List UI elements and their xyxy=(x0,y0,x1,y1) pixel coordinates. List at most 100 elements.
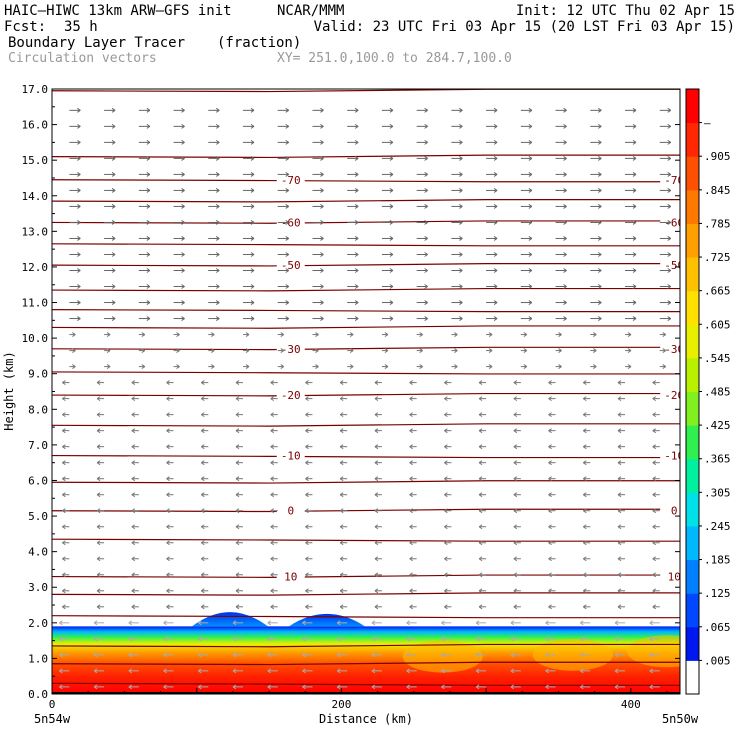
y-tick-label: 4.0 xyxy=(28,546,48,559)
wind-vector-head xyxy=(235,540,240,546)
wind-vector-head xyxy=(146,107,151,113)
colorbar-swatch xyxy=(686,324,699,359)
wind-vector-head xyxy=(166,604,170,610)
contour-label-bg xyxy=(276,341,305,355)
wind-vector-head xyxy=(320,236,324,241)
wind-vector-head xyxy=(662,348,667,353)
wind-vector-head xyxy=(250,300,255,305)
wind-vector-head xyxy=(583,604,587,610)
wind-vector-head xyxy=(62,588,66,594)
wind-vector-head xyxy=(270,604,275,610)
wind-vector-head xyxy=(652,492,657,498)
wind-vector-head xyxy=(627,348,632,353)
wind-vector-head xyxy=(409,572,413,578)
wind-vector-head xyxy=(478,604,483,610)
wind-vector-head xyxy=(270,556,275,562)
wind-vector-head xyxy=(166,540,170,546)
wind-vector-head xyxy=(406,668,410,674)
wind-vector-head xyxy=(270,428,275,434)
wind-vector-head xyxy=(389,236,394,241)
wind-vector-head xyxy=(320,316,324,321)
wind-vector-head xyxy=(667,171,672,177)
wind-vector-head xyxy=(305,524,309,530)
contour-label-bg xyxy=(276,503,305,517)
wind-vector-head xyxy=(200,428,205,434)
wind-vector-head xyxy=(548,380,552,386)
wind-vector-head xyxy=(493,220,498,225)
wind-vector-head xyxy=(513,380,518,386)
wind-vector-head xyxy=(59,668,63,674)
x-tick-label: 200 xyxy=(331,698,351,711)
contour-label: -70 xyxy=(664,174,684,187)
colorbar-label: .785 xyxy=(704,217,731,230)
wind-vector-head xyxy=(111,204,116,209)
wind-vector-head xyxy=(478,412,483,418)
wind-vector-head xyxy=(111,171,116,177)
contour-label-bg xyxy=(276,448,305,462)
contour-line xyxy=(52,154,680,159)
wind-vector-head xyxy=(409,380,413,386)
wind-vector-head xyxy=(580,684,584,690)
wind-vector-head xyxy=(478,572,483,578)
wind-vector-head xyxy=(285,171,290,177)
wind-vector-head xyxy=(166,492,170,498)
wind-vector-head xyxy=(285,204,290,209)
wind-vector-head xyxy=(528,268,533,273)
wind-vector-head xyxy=(389,171,394,177)
wind-vector-head xyxy=(510,636,515,642)
wind-vector-head xyxy=(513,396,518,402)
wind-vector-head xyxy=(62,604,66,610)
wind-vector-head xyxy=(548,572,552,578)
wind-vector-head xyxy=(354,107,359,113)
colorbar-label: .905 xyxy=(704,150,731,163)
colorbar-swatch xyxy=(686,525,699,561)
wind-vector-head xyxy=(548,604,552,610)
wind-vector-head xyxy=(548,524,552,530)
wind-vector-head xyxy=(302,668,306,674)
wind-vector-head xyxy=(285,268,290,273)
wind-vector-head xyxy=(374,476,379,482)
wind-vector-head xyxy=(200,396,205,402)
wind-vector-head xyxy=(131,540,136,546)
colorbar-label: .845 xyxy=(704,184,731,197)
wind-vector-head xyxy=(632,204,637,209)
wind-vector-head xyxy=(406,684,410,690)
contour-label: -10 xyxy=(664,450,684,463)
wind-vector-head xyxy=(478,460,483,466)
wind-vector-head xyxy=(598,139,602,145)
wind-vector-head xyxy=(454,332,458,337)
contour-line xyxy=(52,287,680,292)
wind-vector-head xyxy=(652,508,657,514)
colorbar-swatch xyxy=(686,626,699,661)
contour-label-bg xyxy=(660,503,680,517)
contour-label: 10 xyxy=(668,571,681,584)
wind-vector-head xyxy=(389,107,394,113)
wind-vector-head xyxy=(513,412,518,418)
wind-vector-head xyxy=(267,668,272,674)
wind-vector-head xyxy=(459,284,463,289)
wind-vector-head xyxy=(580,636,584,642)
wind-vector-head xyxy=(374,572,379,578)
wind-vector-head xyxy=(652,428,657,434)
contour-label-bg xyxy=(660,388,680,402)
wind-vector-head xyxy=(454,364,458,370)
contour-line xyxy=(52,220,680,224)
forecast-hour: 35 h xyxy=(64,19,98,35)
wind-vector-head xyxy=(250,236,255,241)
wind-vector-head xyxy=(563,284,567,289)
wind-vector-head xyxy=(163,620,167,626)
wind-vector-head xyxy=(235,428,240,434)
contour-label: -30 xyxy=(664,343,684,356)
wind-vector-head xyxy=(371,668,376,674)
wind-vector-head xyxy=(235,396,240,402)
wind-vector-head xyxy=(598,220,602,225)
header: HAIC–HIWC 13km ARW–GFS init NCAR/MMM Ini… xyxy=(4,3,735,66)
wind-vector-head xyxy=(250,220,255,225)
wind-vector-head xyxy=(513,444,518,450)
wind-vector-head xyxy=(632,300,637,305)
wind-vector-head xyxy=(583,380,587,386)
wind-vector-head xyxy=(459,300,463,305)
wind-vector-head xyxy=(563,220,567,225)
wind-vector-head xyxy=(197,684,202,690)
wind-vector-head xyxy=(627,332,632,337)
